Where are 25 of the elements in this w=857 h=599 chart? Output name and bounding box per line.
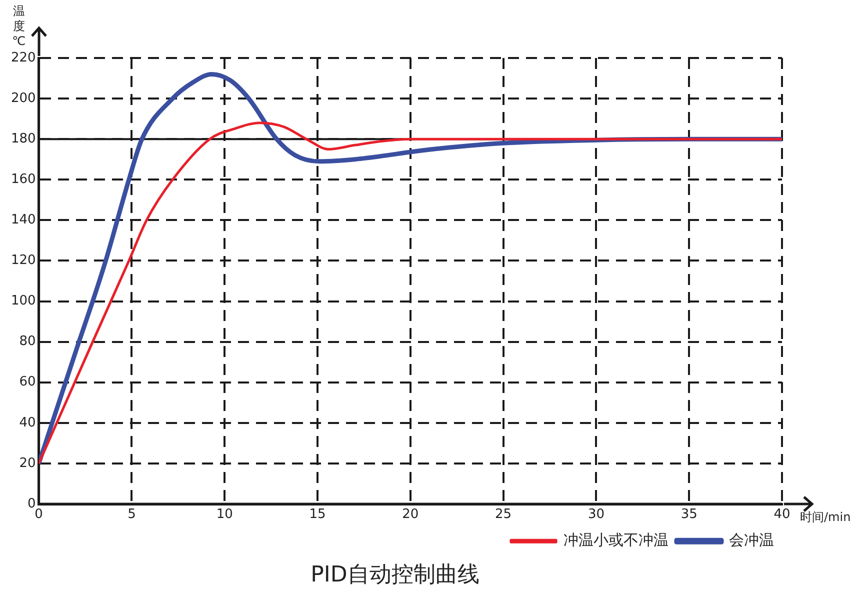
y-tick-label: 0	[28, 496, 36, 512]
y-tick-label: 40	[19, 415, 36, 430]
x-tick-label: 35	[680, 507, 698, 522]
y-tick-label: 120	[10, 253, 36, 268]
y-tick-label: 80	[19, 334, 36, 350]
x-tick-label: 15	[309, 507, 326, 522]
x-tick-label: 40	[774, 507, 790, 522]
y-axis-title: 温度℃	[12, 4, 26, 48]
legend-label: 冲温小或不冲温	[564, 530, 668, 549]
y-tick-label: 140	[10, 212, 36, 228]
x-tick-label: 25	[495, 507, 512, 522]
y-tick-label: 220	[10, 50, 36, 66]
y-tick-label: 160	[10, 172, 36, 188]
x-axis-title: 时间/min	[800, 510, 851, 524]
text: PID自动控制曲线	[310, 562, 480, 588]
y-tick-label: 20	[19, 456, 36, 471]
y-tick-label: 60	[19, 374, 36, 390]
x-tick-label: 10	[216, 507, 233, 522]
x-tick-label: 30	[588, 507, 604, 522]
x-tick-label: 5	[128, 507, 136, 522]
y-tick-label: 180	[10, 131, 36, 146]
x-tick-label: 20	[402, 507, 419, 522]
legend-label: 会冲温	[729, 530, 774, 549]
y-tick-label: 100	[10, 294, 36, 309]
y-tick-label: 200	[10, 90, 36, 106]
